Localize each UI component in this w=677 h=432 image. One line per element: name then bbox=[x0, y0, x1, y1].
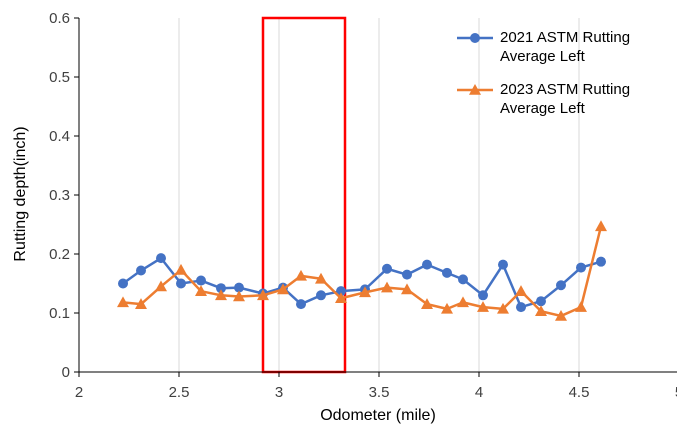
data-point-circle bbox=[478, 290, 488, 301]
data-point-circle bbox=[316, 290, 326, 301]
data-point-circle bbox=[422, 259, 432, 270]
series-2 bbox=[117, 220, 607, 321]
data-point-circle bbox=[234, 282, 244, 293]
axes bbox=[74, 17, 677, 377]
legend-entry-1: 2021 ASTM Rutting Average Left bbox=[457, 29, 630, 65]
data-point-circle bbox=[596, 256, 606, 267]
legend-label: Average Left bbox=[500, 100, 586, 117]
y-tick-label: 0.5 bbox=[49, 69, 70, 86]
y-tick-label: 0.4 bbox=[49, 128, 70, 145]
highlight-rectangle bbox=[261, 16, 347, 374]
data-point-circle bbox=[176, 278, 186, 289]
data-point-triangle bbox=[381, 281, 393, 293]
data-point-circle bbox=[516, 302, 526, 313]
x-tick-label: 4.5 bbox=[569, 384, 590, 401]
y-tick-label: 0.2 bbox=[49, 246, 70, 263]
data-point-circle bbox=[556, 280, 566, 291]
data-point-triangle bbox=[441, 302, 453, 314]
data-point-triangle bbox=[595, 220, 607, 232]
data-point-triangle bbox=[117, 296, 129, 308]
data-point-triangle bbox=[457, 296, 469, 308]
legend-entry-2: 2023 ASTM Rutting Average Left bbox=[457, 81, 630, 117]
legend-label: 2021 ASTM Rutting bbox=[500, 29, 630, 46]
legend-label: 2023 ASTM Rutting bbox=[500, 81, 630, 98]
data-point-circle bbox=[442, 267, 452, 278]
data-point-triangle bbox=[257, 289, 269, 301]
data-point-triangle bbox=[295, 269, 307, 281]
data-point-circle bbox=[136, 265, 146, 276]
data-point-triangle bbox=[215, 289, 227, 301]
data-point-triangle bbox=[233, 290, 245, 302]
data-point-circle bbox=[402, 269, 412, 280]
x-axis-title: Odometer (mile) bbox=[320, 407, 436, 424]
data-point-triangle bbox=[277, 283, 289, 295]
data-point-circle bbox=[296, 299, 306, 310]
data-point-circle bbox=[216, 283, 226, 294]
y-tick-label: 0 bbox=[62, 364, 70, 381]
data-point-triangle bbox=[477, 301, 489, 312]
x-tick-label: 4 bbox=[475, 384, 483, 401]
data-point-circle bbox=[576, 262, 586, 273]
data-point-triangle bbox=[401, 283, 413, 295]
data-point-circle bbox=[458, 274, 468, 285]
data-point-triangle bbox=[315, 272, 327, 284]
data-point-triangle bbox=[421, 298, 433, 309]
highlight-box bbox=[261, 16, 347, 374]
x-tick-label: 3.5 bbox=[369, 384, 390, 401]
y-axis-title: Rutting depth(inch) bbox=[12, 126, 29, 261]
x-tick-label: 3 bbox=[275, 384, 283, 401]
x-tick-label: 5 bbox=[675, 384, 677, 401]
data-point-circle bbox=[536, 296, 546, 307]
data-point-circle bbox=[336, 286, 346, 297]
data-point-triangle bbox=[155, 280, 167, 292]
data-point-triangle bbox=[195, 285, 207, 296]
data-point-triangle bbox=[515, 285, 527, 296]
data-point-triangle bbox=[335, 292, 347, 304]
data-point-triangle bbox=[555, 309, 567, 321]
data-point-circle bbox=[498, 259, 508, 270]
y-tick-label: 0.3 bbox=[49, 187, 70, 204]
series-line bbox=[122, 225, 603, 318]
x-tick-label: 2 bbox=[75, 384, 83, 401]
x-tick-label: 2.5 bbox=[169, 384, 190, 401]
data-point-triangle bbox=[497, 302, 509, 314]
data-point-triangle bbox=[359, 286, 371, 298]
data-point-circle bbox=[156, 253, 166, 264]
data-point-circle bbox=[196, 275, 206, 286]
data-point-circle bbox=[470, 33, 480, 43]
data-point-triangle bbox=[175, 263, 187, 275]
data-point-triangle bbox=[135, 298, 147, 309]
data-point-triangle bbox=[535, 305, 547, 317]
tick-labels: 0 0.1 0.2 0.3 0.4 0.5 0.6 2 2.5 3 3.5 4 4.5 5 bbox=[49, 10, 677, 401]
data-point-circle bbox=[118, 278, 128, 289]
data-point-circle bbox=[382, 263, 392, 274]
data-point-triangle bbox=[469, 84, 481, 95]
data-point-triangle bbox=[575, 301, 587, 312]
y-tick-label: 0.6 bbox=[49, 10, 70, 27]
series-group bbox=[117, 220, 607, 321]
y-tick-label: 0.1 bbox=[49, 305, 70, 322]
legend-label: Average Left bbox=[500, 48, 586, 65]
gridlines bbox=[178, 18, 580, 372]
